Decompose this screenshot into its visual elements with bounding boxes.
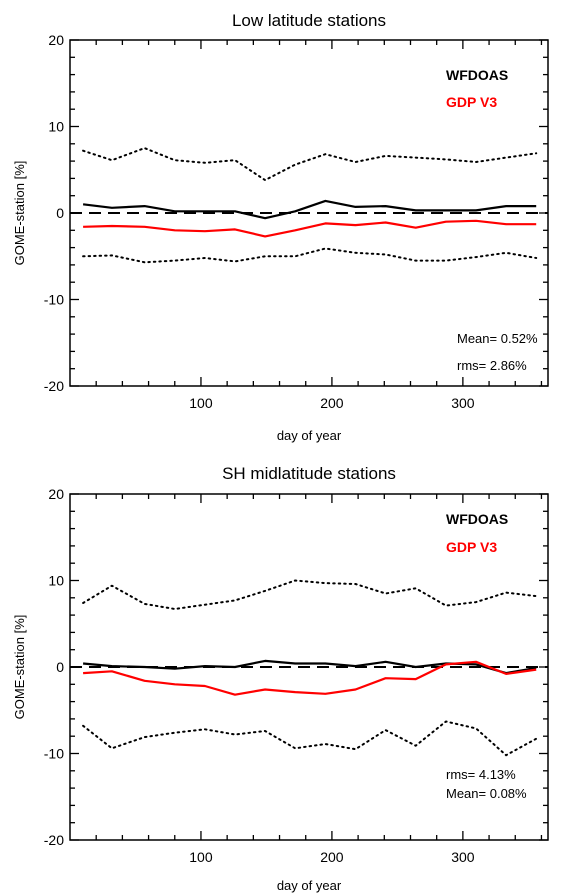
x-tick-label: 200 (320, 395, 344, 411)
y-tick-label: 20 (48, 486, 64, 502)
y-tick-label: 0 (56, 205, 64, 221)
upper-bound-line (82, 147, 538, 182)
y-tick-label: -10 (44, 746, 64, 762)
gdp-v3-series-line (83, 219, 537, 238)
stat-rms: rms= 4.13% (446, 767, 516, 782)
legend-gdp-v3: GDP V3 (446, 94, 497, 110)
x-tick-label: 100 (189, 849, 213, 865)
stat-mean: Mean= 0.52% (457, 331, 538, 346)
x-tick-label: 200 (320, 849, 344, 865)
chart-title: Low latitude stations (232, 11, 386, 30)
lower-bound-line (82, 247, 538, 264)
x-tick-label: 100 (189, 395, 213, 411)
y-tick-label: -20 (44, 832, 64, 848)
y-axis-label: GOME-station [%] (12, 161, 27, 266)
y-tick-label: 20 (48, 32, 64, 48)
legend-gdp-v3: GDP V3 (446, 539, 497, 555)
stat-rms: rms= 2.86% (457, 358, 527, 373)
x-axis-label: day of year (277, 878, 342, 893)
panel-low-latitude: Low latitude stations -20 -10 0 10 20 100 200 30… (12, 11, 549, 443)
panel-sh-midlatitude: SH midlatitude stations -20 -10 0 10 20 100 200… (12, 464, 549, 893)
y-tick-label: 0 (56, 659, 64, 675)
legend-wfdoas: WFDOAS (446, 67, 508, 83)
y-tick-label: 10 (48, 573, 64, 589)
x-tick-label: 300 (451, 395, 475, 411)
y-axis-label: GOME-station [%] (12, 615, 27, 720)
x-axis-label: day of year (277, 428, 342, 443)
upper-bound-line (82, 579, 538, 610)
legend-wfdoas: WFDOAS (446, 511, 508, 527)
y-tick-label: -10 (44, 292, 64, 308)
y-tick-label: 10 (48, 119, 64, 135)
x-tick-label: 300 (451, 849, 475, 865)
gdp-v3-series-line (83, 660, 537, 696)
y-tick-label: -20 (44, 378, 64, 394)
wfdoas-series-line (82, 199, 537, 220)
lower-bound-line (82, 720, 538, 757)
stat-mean: Mean= 0.08% (446, 786, 527, 801)
chart-title: SH midlatitude stations (222, 464, 396, 483)
